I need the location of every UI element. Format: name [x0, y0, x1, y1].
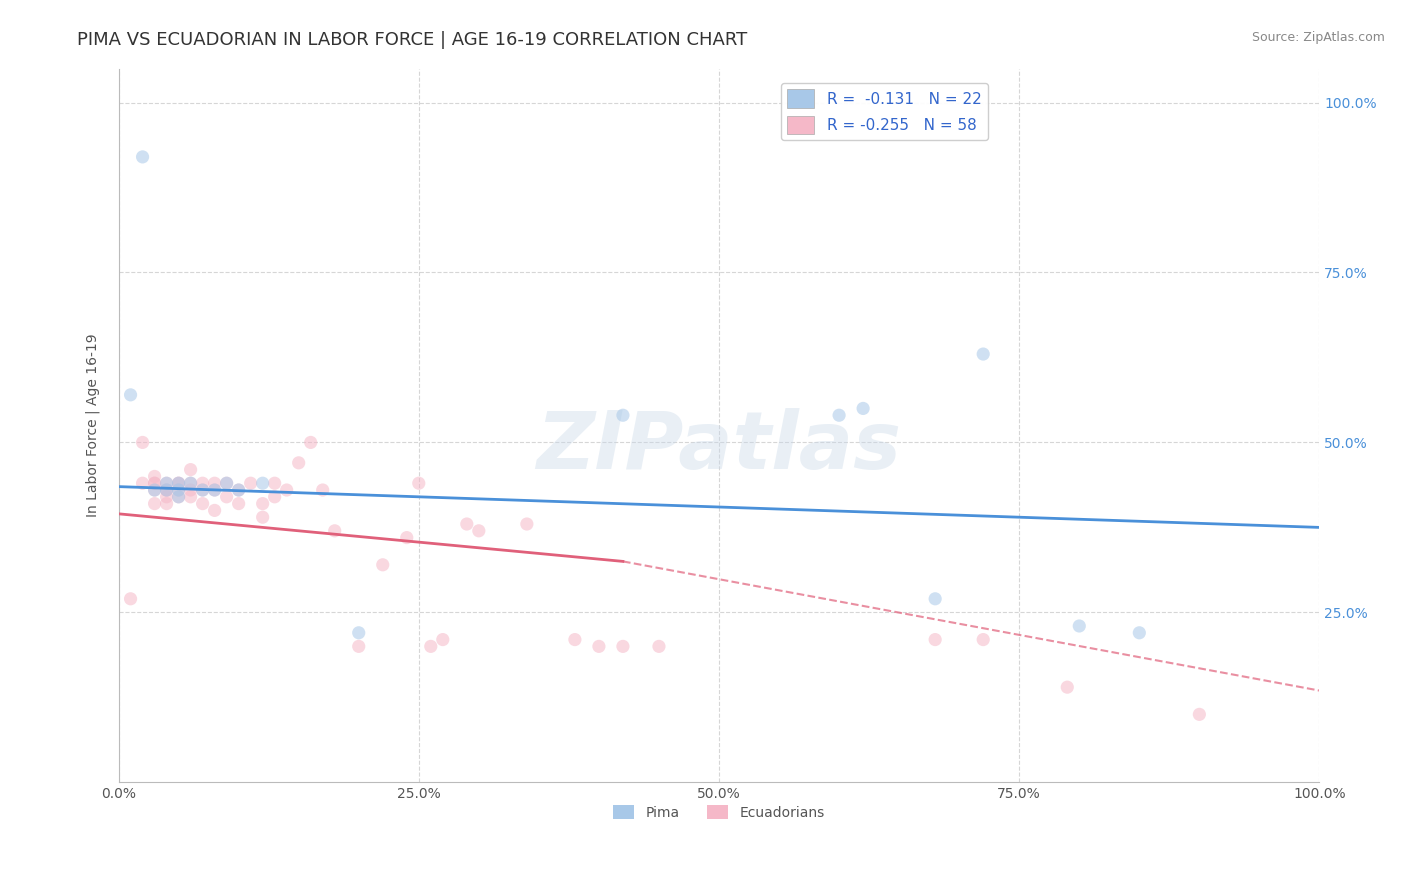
- Point: [347, 640, 370, 654]
- Point: [924, 591, 946, 606]
- Point: [155, 476, 177, 491]
- Point: [312, 483, 335, 497]
- Point: [239, 476, 262, 491]
- Point: [167, 483, 190, 497]
- Point: [215, 476, 238, 491]
- Point: [1069, 619, 1091, 633]
- Point: [323, 524, 346, 538]
- Point: [564, 632, 586, 647]
- Point: [347, 625, 370, 640]
- Point: [371, 558, 394, 572]
- Legend: Pima, Ecuadorians: Pima, Ecuadorians: [607, 799, 830, 825]
- Point: [612, 409, 634, 423]
- Point: [167, 490, 190, 504]
- Text: PIMA VS ECUADORIAN IN LABOR FORCE | AGE 16-19 CORRELATION CHART: PIMA VS ECUADORIAN IN LABOR FORCE | AGE …: [77, 31, 748, 49]
- Point: [155, 483, 177, 497]
- Point: [252, 510, 274, 524]
- Point: [408, 476, 430, 491]
- Point: [1128, 625, 1150, 640]
- Point: [263, 490, 285, 504]
- Point: [204, 476, 226, 491]
- Point: [180, 483, 202, 497]
- Point: [155, 497, 177, 511]
- Point: [1188, 707, 1211, 722]
- Point: [395, 531, 418, 545]
- Point: [228, 483, 250, 497]
- Point: [143, 476, 166, 491]
- Point: [588, 640, 610, 654]
- Point: [204, 483, 226, 497]
- Point: [215, 476, 238, 491]
- Point: [252, 497, 274, 511]
- Point: [432, 632, 454, 647]
- Point: [143, 483, 166, 497]
- Point: [191, 497, 214, 511]
- Point: [167, 476, 190, 491]
- Point: [143, 497, 166, 511]
- Point: [228, 483, 250, 497]
- Point: [468, 524, 491, 538]
- Point: [1056, 680, 1078, 694]
- Point: [252, 476, 274, 491]
- Point: [276, 483, 298, 497]
- Text: Source: ZipAtlas.com: Source: ZipAtlas.com: [1251, 31, 1385, 45]
- Point: [828, 409, 851, 423]
- Point: [167, 476, 190, 491]
- Point: [155, 483, 177, 497]
- Point: [191, 483, 214, 497]
- Point: [204, 503, 226, 517]
- Point: [155, 483, 177, 497]
- Point: [143, 483, 166, 497]
- Point: [191, 483, 214, 497]
- Point: [143, 469, 166, 483]
- Point: [287, 456, 309, 470]
- Y-axis label: In Labor Force | Age 16-19: In Labor Force | Age 16-19: [86, 334, 100, 517]
- Point: [143, 476, 166, 491]
- Point: [167, 483, 190, 497]
- Point: [167, 476, 190, 491]
- Point: [263, 476, 285, 491]
- Point: [204, 483, 226, 497]
- Point: [215, 490, 238, 504]
- Point: [924, 632, 946, 647]
- Point: [852, 401, 875, 416]
- Point: [180, 462, 202, 476]
- Point: [228, 497, 250, 511]
- Point: [131, 150, 153, 164]
- Point: [131, 476, 153, 491]
- Point: [180, 476, 202, 491]
- Point: [516, 516, 538, 531]
- Point: [180, 476, 202, 491]
- Point: [299, 435, 322, 450]
- Point: [155, 476, 177, 491]
- Point: [131, 435, 153, 450]
- Point: [155, 490, 177, 504]
- Point: [180, 490, 202, 504]
- Point: [612, 640, 634, 654]
- Point: [167, 490, 190, 504]
- Point: [972, 632, 994, 647]
- Point: [120, 591, 142, 606]
- Text: ZIPatlas: ZIPatlas: [537, 408, 901, 486]
- Point: [120, 388, 142, 402]
- Point: [191, 476, 214, 491]
- Point: [648, 640, 671, 654]
- Point: [456, 516, 478, 531]
- Point: [972, 347, 994, 361]
- Point: [419, 640, 441, 654]
